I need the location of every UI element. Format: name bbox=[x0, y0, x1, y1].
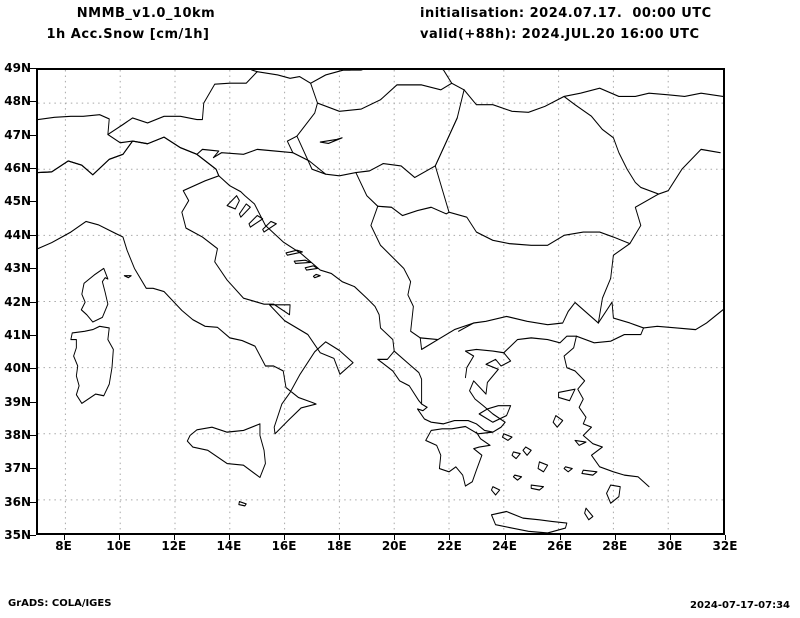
x-tick-label: 26E bbox=[547, 539, 573, 553]
gridlines bbox=[38, 70, 723, 533]
valid-time: valid(+88h): 2024.JUL.20 16:00 UTC bbox=[420, 27, 700, 42]
y-tick-label: 45N bbox=[4, 194, 31, 209]
y-tick-label: 41N bbox=[4, 327, 31, 342]
y-tick-label: 39N bbox=[4, 394, 31, 409]
y-tick-label: 43N bbox=[4, 261, 31, 276]
x-tick-label: 32E bbox=[712, 539, 738, 553]
render-stamp: 2024-07-17-07:34 bbox=[690, 600, 790, 611]
y-axis-labels: 35N 36N 37N 38N 39N 40N 41N 42N 43N 44N 45N 46N 47N 4… bbox=[0, 61, 33, 542]
x-tick-label: 22E bbox=[436, 539, 462, 553]
x-tick-label: 18E bbox=[326, 539, 352, 553]
model-title: NMMB_v1.0_10km bbox=[76, 6, 216, 21]
y-tick-label: 44N bbox=[4, 227, 31, 242]
y-tick-label: 42N bbox=[4, 294, 31, 309]
x-tick-label: 30E bbox=[657, 539, 683, 553]
coastline-and-borders bbox=[38, 70, 723, 533]
y-tick-label: 49N bbox=[4, 61, 31, 75]
x-tick-label: 20E bbox=[381, 539, 407, 553]
grads-credit: GrADS: COLA/IGES bbox=[8, 598, 112, 609]
x-axis-tickmarks bbox=[36, 535, 726, 540]
initialisation-time: initialisation: 2024.07.17. 00:00 UTC bbox=[420, 6, 712, 21]
y-tick-label: 36N bbox=[4, 494, 31, 509]
field-title: 1h Acc.Snow [cm/1h] bbox=[46, 27, 210, 42]
y-tick-label: 37N bbox=[4, 461, 31, 476]
x-tick-label: 10E bbox=[106, 539, 132, 553]
y-tick-label: 38N bbox=[4, 427, 31, 442]
y-tick-label: 47N bbox=[4, 127, 31, 142]
x-tick-label: 16E bbox=[271, 539, 297, 553]
y-tick-label: 48N bbox=[4, 94, 31, 109]
x-tick-label: 14E bbox=[216, 539, 242, 553]
y-tick-label: 46N bbox=[4, 161, 31, 176]
y-axis-tickmarks bbox=[29, 68, 36, 536]
y-tick-label: 40N bbox=[4, 361, 31, 376]
x-tick-label: 24E bbox=[492, 539, 517, 553]
x-axis-labels: 8E 10E 12E 14E 16E 18E 20E 22E 24E 26E 28E 30E 32E bbox=[36, 539, 737, 557]
map-canvas bbox=[38, 70, 723, 533]
x-tick-label: 12E bbox=[161, 539, 187, 553]
y-tick-label: 35N bbox=[4, 528, 31, 542]
x-tick-label: 8E bbox=[55, 539, 72, 553]
x-tick-label: 28E bbox=[602, 539, 628, 553]
map-plot-frame bbox=[36, 68, 725, 535]
